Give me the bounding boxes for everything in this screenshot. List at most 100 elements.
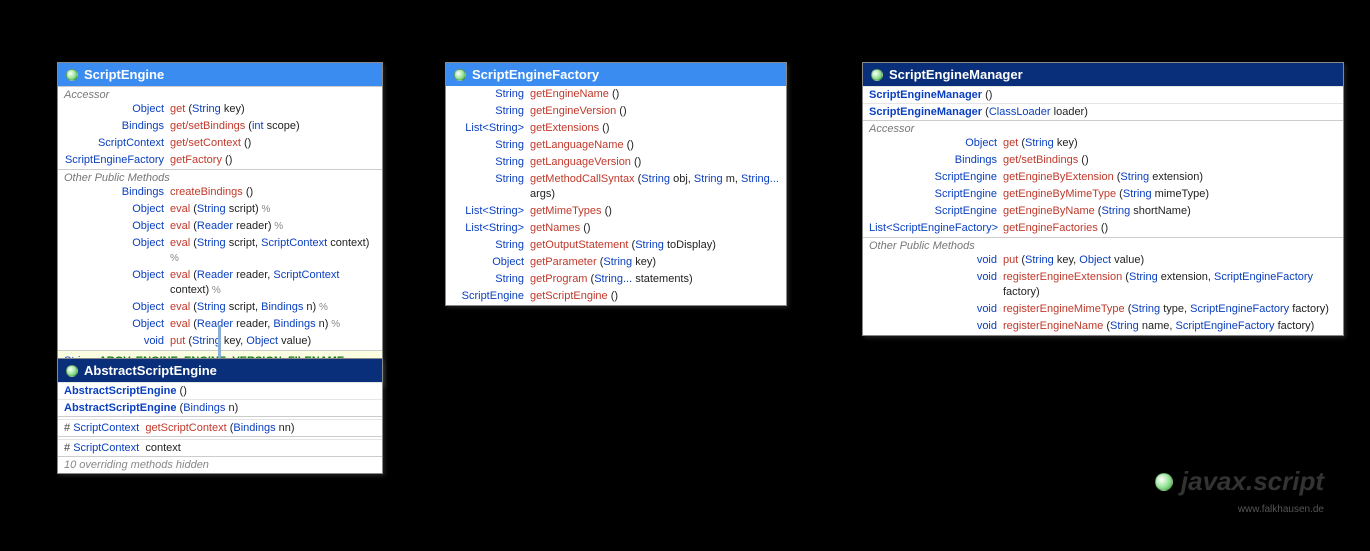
return-type: Bindings [64,185,170,200]
signature: getScriptEngine () [530,289,780,304]
class-header: AbstractScriptEngine [58,359,382,382]
signature: registerEngineMimeType (String type, Scr… [1003,302,1337,317]
return-type: Object [452,255,530,270]
credit-text: www.falkhausen.de [1238,504,1324,515]
hidden-note: 10 overriding methods hidden [58,456,382,473]
return-type: List<ScriptEngineFactory> [869,221,1003,236]
class-header: ScriptEngineFactory [446,63,786,86]
return-type: Object [64,202,170,217]
member-row: ScriptEngine getEngineByName (String sho… [863,203,1343,220]
class-title: AbstractScriptEngine [84,363,217,378]
member-row: ScriptContext get/setContext () [58,135,382,152]
class-icon [454,69,466,81]
member-row: Object get (String key) [863,135,1343,152]
signature: registerEngineExtension (String extensio… [1003,270,1337,300]
protected-method: # ScriptContext getScriptContext (Bindin… [58,419,382,436]
return-type: ScriptEngine [869,204,1003,219]
member-row: ScriptEngine getEngineByExtension (Strin… [863,169,1343,186]
return-type: String [452,238,530,253]
member-row: String getOutputStatement (String toDisp… [446,237,786,254]
return-type: String [452,155,530,170]
return-type: void [869,253,1003,268]
member-row: List<String> getNames () [446,220,786,237]
signature: getLanguageVersion () [530,155,780,170]
protected-field: # ScriptContext context [58,439,382,456]
section-label: Other Public Methods [58,169,382,184]
return-type: Bindings [869,153,1003,168]
class-box-abstractScriptEngine: AbstractScriptEngine AbstractScriptEngin… [57,358,383,474]
member-row: Object get (String key) [58,101,382,118]
member-row: List<String> getMimeTypes () [446,203,786,220]
class-header: ScriptEngineManager [863,63,1343,86]
class-icon [66,365,78,377]
signature: getEngineName () [530,87,780,102]
return-type: void [869,319,1003,334]
package-label: javax.script [1155,466,1324,497]
member-row: String getEngineVersion () [446,103,786,120]
class-box-scriptEngineManager: ScriptEngineManager ScriptEngineManager … [862,62,1344,336]
class-box-scriptEngineFactory: ScriptEngineFactory String getEngineName… [445,62,787,306]
return-type: String [452,172,530,202]
member-row: Object eval (String script) % [58,201,382,218]
member-row: ScriptEngineFactory getFactory () [58,152,382,169]
return-type: Object [64,300,170,315]
package-name: javax.script [1181,466,1324,497]
return-type: ScriptEngine [452,289,530,304]
member-row: void registerEngineName (String name, Sc… [863,318,1343,335]
return-type: String [452,272,530,287]
section-label: Other Public Methods [863,237,1343,252]
signature: get (String key) [170,102,376,117]
signature: getEngineFactories () [1003,221,1337,236]
signature: eval (Reader reader) % [170,219,376,234]
signature: getEngineByExtension (String extension) [1003,170,1337,185]
section-label: Accessor [863,120,1343,135]
constructor-row: AbstractScriptEngine (Bindings n) [58,399,382,416]
constructor-row: AbstractScriptEngine () [58,382,382,399]
return-type: ScriptEngine [869,187,1003,202]
member-row: Bindings createBindings () [58,184,382,201]
signature: getLanguageName () [530,138,780,153]
signature: createBindings () [170,185,376,200]
return-type: Object [64,219,170,234]
member-row: Object eval (Reader reader) % [58,218,382,235]
class-title: ScriptEngineManager [889,67,1023,82]
signature: getMimeTypes () [530,204,780,219]
return-type: Bindings [64,119,170,134]
return-type: Object [64,317,170,332]
return-type: void [869,302,1003,317]
member-row: Object eval (String script, ScriptContex… [58,235,382,267]
signature: get/setBindings (int scope) [170,119,376,134]
return-type: Object [64,102,170,117]
return-type: String [452,104,530,119]
class-title: ScriptEngineFactory [472,67,599,82]
return-type: Object [869,136,1003,151]
signature: get (String key) [1003,136,1337,151]
return-type: void [869,270,1003,300]
signature: eval (Reader reader, Bindings n) % [170,317,376,332]
signature: eval (String script, Bindings n) % [170,300,376,315]
return-type: List<String> [452,221,530,236]
member-row: Bindings get/setBindings () [863,152,1343,169]
signature: get/setContext () [170,136,376,151]
return-type: String [452,138,530,153]
return-type: Object [64,268,170,298]
signature: getOutputStatement (String toDisplay) [530,238,780,253]
return-type: void [64,334,170,349]
class-icon [66,69,78,81]
member-row: Object eval (Reader reader, ScriptContex… [58,267,382,299]
member-row: ScriptEngine getScriptEngine () [446,288,786,305]
member-row: ScriptEngine getEngineByMimeType (String… [863,186,1343,203]
signature: eval (String script) % [170,202,376,217]
package-icon [1155,473,1173,491]
signature: getNames () [530,221,780,236]
member-row: Bindings get/setBindings (int scope) [58,118,382,135]
member-row: List<String> getExtensions () [446,120,786,137]
signature: getEngineVersion () [530,104,780,119]
signature: eval (String script, ScriptContext conte… [170,236,376,266]
return-type: List<String> [452,204,530,219]
return-type: ScriptEngineFactory [64,153,170,168]
constructor-row: ScriptEngineManager () [863,86,1343,103]
class-title: ScriptEngine [84,67,164,82]
signature: get/setBindings () [1003,153,1337,168]
member-row: Object eval (String script, Bindings n) … [58,299,382,316]
